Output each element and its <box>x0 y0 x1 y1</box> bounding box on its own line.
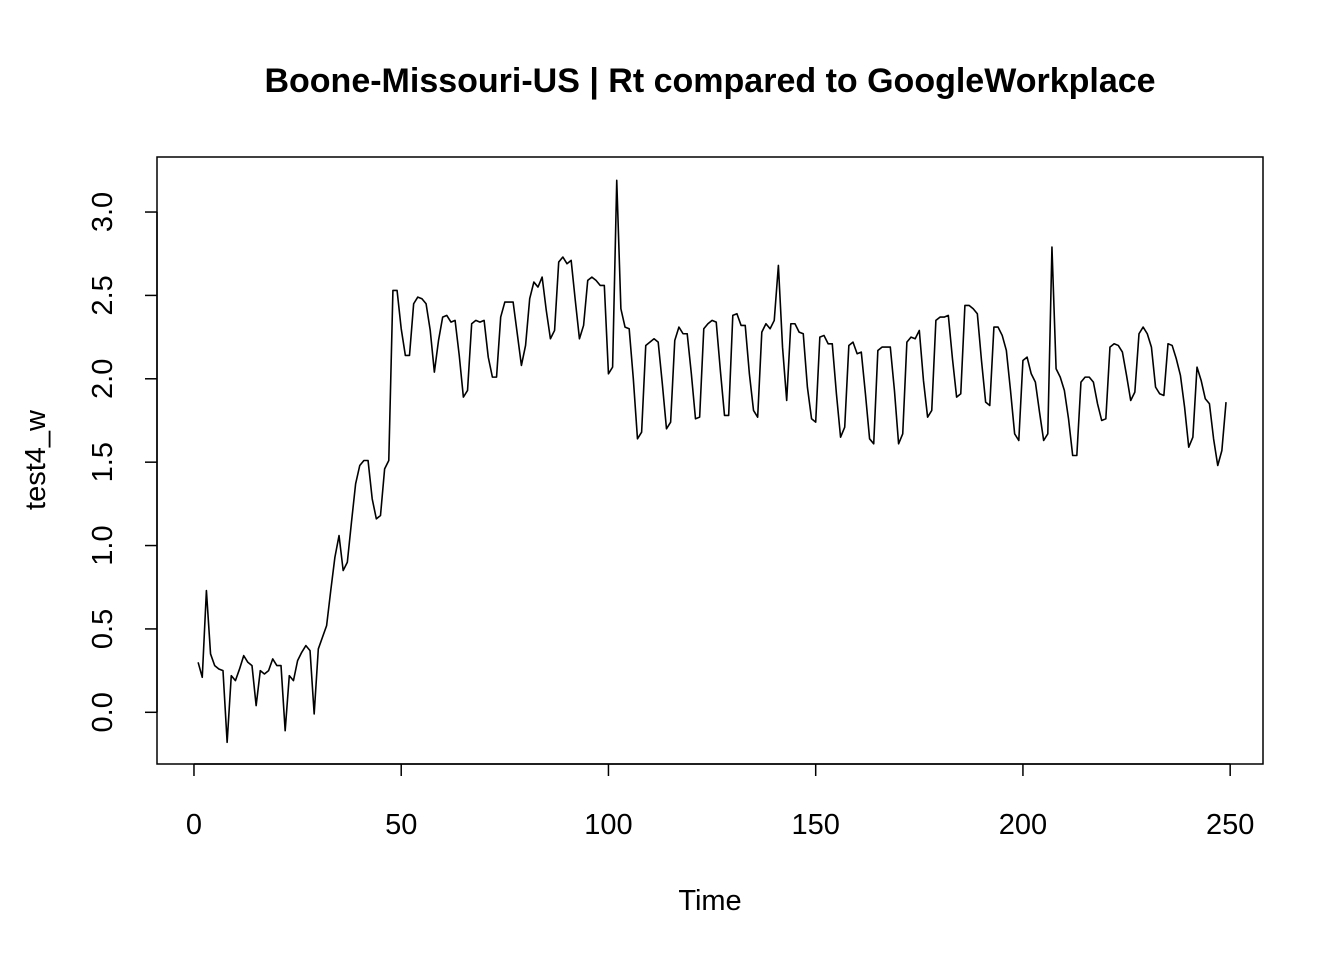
x-tick-label: 0 <box>186 809 202 841</box>
x-axis-label: Time <box>678 885 741 917</box>
x-tick-label: 150 <box>791 809 839 841</box>
y-tick-label: 0.0 <box>87 692 119 732</box>
y-tick-label: 1.0 <box>87 525 119 565</box>
x-tick-label: 50 <box>385 809 417 841</box>
x-tick-label: 250 <box>1206 809 1254 841</box>
y-axis-label: test4_w <box>20 409 52 510</box>
plot-frame <box>156 156 1264 765</box>
x-tick-label: 200 <box>999 809 1047 841</box>
y-axis: 0.0 0.5 1.0 1.5 2.0 2.5 3.0 <box>87 192 158 732</box>
chart-title: Boone-Missouri-US | Rt compared to Googl… <box>264 62 1155 100</box>
x-tick-label: 100 <box>584 809 632 841</box>
series-line <box>197 179 1227 744</box>
y-tick-label: 1.5 <box>87 442 119 482</box>
y-tick-label: 3.0 <box>87 192 119 232</box>
y-tick-label: 2.5 <box>87 275 119 315</box>
y-tick-label: 2.0 <box>87 359 119 399</box>
y-tick-label: 0.5 <box>87 609 119 649</box>
x-axis: 0 50 100 150 200 250 <box>186 763 1254 841</box>
